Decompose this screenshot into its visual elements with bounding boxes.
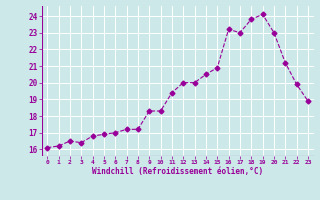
X-axis label: Windchill (Refroidissement éolien,°C): Windchill (Refroidissement éolien,°C) [92,167,263,176]
